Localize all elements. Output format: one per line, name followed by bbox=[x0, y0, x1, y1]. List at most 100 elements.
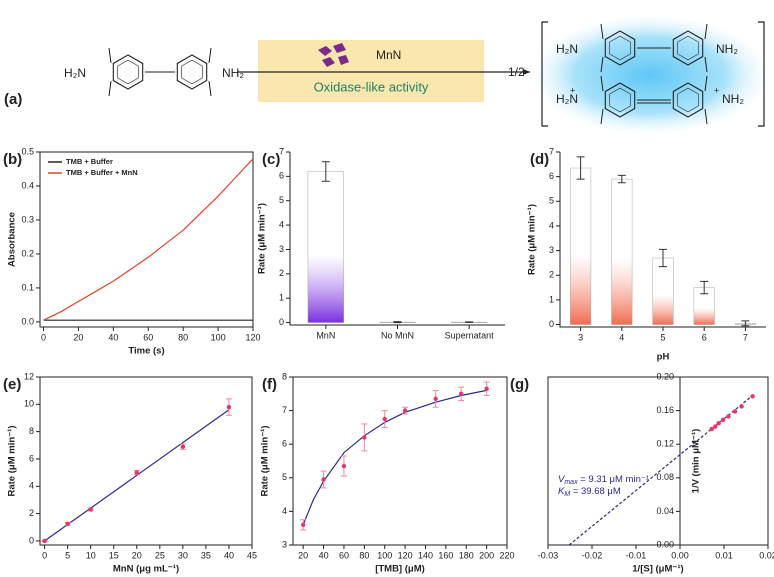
x-tick-label: 220 bbox=[499, 550, 514, 560]
activity: Oxidase-like activity bbox=[314, 79, 429, 94]
y-axis-label: Rate (μM min⁻¹) bbox=[260, 426, 271, 497]
x-tick-label: 20 bbox=[132, 550, 142, 560]
x-tick-label: 20 bbox=[73, 332, 83, 342]
panel-label: (e) bbox=[3, 376, 21, 393]
y-tick-label: 0.1 bbox=[21, 282, 34, 292]
x-tick-label: 40 bbox=[319, 550, 329, 560]
x-tick-label: -0.03 bbox=[538, 550, 559, 560]
x-tick-label: 45 bbox=[247, 550, 257, 560]
y-tick-label: 0.20 bbox=[656, 371, 674, 381]
methyl bbox=[704, 23, 708, 40]
plot-frame bbox=[39, 376, 253, 546]
amine: NH₂ bbox=[716, 42, 738, 56]
y-tick-label: 4 bbox=[282, 506, 287, 516]
y-tick-label: 2 bbox=[549, 270, 554, 280]
y-tick-label: 10 bbox=[24, 399, 34, 409]
charge: + bbox=[570, 85, 575, 95]
y-tick-label: 3 bbox=[279, 244, 284, 254]
x-tick-label: 60 bbox=[339, 550, 349, 560]
axes bbox=[559, 152, 766, 328]
y-tick-label: 0 bbox=[279, 317, 284, 327]
data-point bbox=[458, 391, 464, 396]
x-tick-label: 35 bbox=[201, 550, 211, 560]
panel-label: (g) bbox=[510, 376, 529, 393]
x-tick-label: 0.01 bbox=[715, 550, 733, 560]
x-tick-label: Supernatant bbox=[445, 330, 495, 340]
series-line bbox=[43, 158, 254, 321]
x-tick-label: No MnN bbox=[381, 330, 414, 340]
plot-frame bbox=[292, 376, 508, 546]
panel-label: (c) bbox=[262, 151, 280, 168]
arrow-head bbox=[523, 69, 530, 75]
data-point bbox=[88, 507, 93, 512]
y-tick-label: 0.04 bbox=[656, 506, 674, 516]
panel-label: (f) bbox=[262, 376, 277, 393]
scheme: (a) MnN Oxidase-like activity 1/2 H₂N NH… bbox=[4, 17, 765, 133]
data-point bbox=[732, 409, 738, 414]
y-axis-label: 1/V (min μM⁻¹) bbox=[691, 429, 702, 494]
x-tick-label: 140 bbox=[418, 550, 433, 560]
reaction-box bbox=[258, 40, 484, 102]
methyl bbox=[600, 56, 604, 73]
y-tick-label: 0 bbox=[29, 535, 34, 545]
methyl bbox=[208, 47, 212, 64]
y-tick-label: 2 bbox=[279, 268, 284, 278]
glow bbox=[535, 17, 765, 133]
data-point bbox=[739, 404, 744, 409]
axes bbox=[289, 152, 505, 326]
data-point bbox=[134, 470, 139, 475]
chart: (c) 0 1 2 3 4 5 6 7 Rate (μM min⁻¹) MnN No MnN Super… bbox=[257, 146, 505, 340]
x-tick-label: 100 bbox=[211, 332, 226, 342]
bar bbox=[307, 171, 344, 323]
x-tick-label: 6 bbox=[702, 332, 707, 342]
x-tick-label: 20 bbox=[298, 550, 308, 560]
x-tick-label: 5 bbox=[660, 332, 665, 342]
x-tick-label: 4 bbox=[619, 332, 624, 342]
panel-label: (d) bbox=[530, 151, 549, 168]
ring bbox=[604, 82, 636, 118]
data-point bbox=[65, 521, 70, 527]
plot-frame bbox=[547, 376, 769, 546]
data-point bbox=[713, 424, 718, 429]
x-tick-label: 30 bbox=[178, 550, 188, 560]
y-tick-label: 0.00 bbox=[656, 539, 674, 549]
x-tick-label: 120 bbox=[245, 332, 260, 342]
data-point bbox=[300, 522, 306, 528]
y-axis-label: Rate (μM min⁻¹) bbox=[257, 203, 268, 274]
y-tick-label: 0.3 bbox=[21, 214, 34, 224]
bar bbox=[611, 178, 633, 325]
y-tick-label: 0.2 bbox=[21, 248, 34, 258]
y-tick-label: 7 bbox=[279, 146, 284, 156]
chart: (e) 0 2 4 6 8 10 12 0 5 10 15 20 25 30 35 40 45 MnN (μg mL… bbox=[3, 371, 257, 574]
amine: NH₂ bbox=[222, 66, 244, 80]
bar bbox=[652, 257, 674, 325]
symbol: K bbox=[558, 486, 565, 497]
y-tick-label: 3 bbox=[282, 539, 287, 549]
x-tick-label: 200 bbox=[479, 550, 494, 560]
data-point bbox=[750, 394, 755, 399]
y-tick-label: 0 bbox=[549, 319, 554, 329]
error-bar bbox=[617, 174, 626, 184]
ring-inner bbox=[677, 35, 699, 61]
amine: H₂N bbox=[556, 42, 578, 56]
x-tick-label: 100 bbox=[377, 550, 392, 560]
ring-inner bbox=[609, 35, 631, 61]
fit-line bbox=[44, 409, 230, 542]
y-tick-label: 5 bbox=[279, 195, 284, 205]
annotation: Vmax = 9.31 μM min⁻¹ bbox=[558, 474, 649, 486]
methyl bbox=[600, 108, 604, 125]
methyl bbox=[108, 47, 112, 64]
fit-line bbox=[568, 395, 753, 546]
x-tick-label: 60 bbox=[143, 332, 153, 342]
x-axis-label: MnN (μg mL⁻¹) bbox=[113, 564, 179, 575]
methyl bbox=[208, 80, 212, 97]
x-tick-label: 160 bbox=[438, 550, 453, 560]
panel-label: (a) bbox=[4, 91, 22, 108]
y-axis-label: Absorbance bbox=[7, 212, 18, 267]
catalyst: MnN bbox=[376, 48, 401, 62]
chart: (g) 0.00 0.04 0.08 0.12 0.16 0.20 -0.03 -0.02 -0.… bbox=[510, 371, 774, 574]
x-axis-label: [TMB] (μM) bbox=[375, 564, 425, 575]
x-tick-label: -0.02 bbox=[582, 550, 603, 560]
data-point bbox=[382, 416, 387, 422]
